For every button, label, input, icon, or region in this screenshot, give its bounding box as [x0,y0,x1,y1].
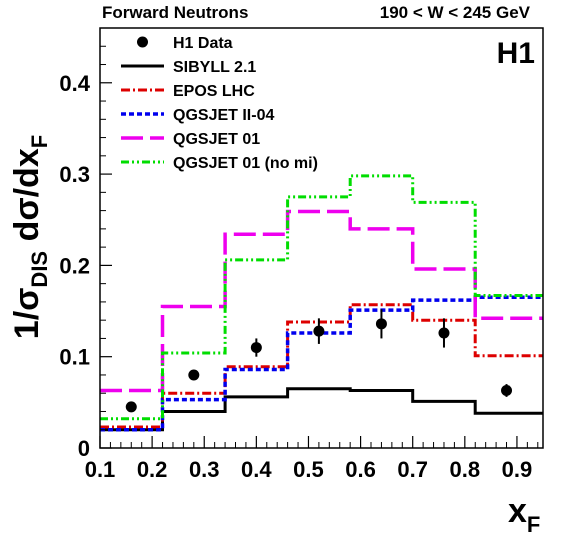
x-tick-label: 0.7 [397,457,428,482]
series-layer [100,174,543,432]
x-axis-title-sub: F [527,512,540,537]
x-tick-label: 0.2 [137,457,168,482]
series-sibyll-2-1 [100,387,543,432]
legend-entry-qgsjet-01: QGSJET 01 [121,131,260,148]
svg-text:H1 Data: H1 Data [173,35,233,52]
x-tick-label: 0.8 [450,457,481,482]
h1-logo: H1 [497,37,535,70]
x-tick-label: 0.6 [345,457,376,482]
y-tick-label: 0.2 [59,253,90,278]
data-point [250,338,262,357]
x-axis-title-main: x [508,492,527,530]
x-tick-label: 0.3 [189,457,220,482]
svg-text:SIBYLL 2.1: SIBYLL 2.1 [173,59,256,76]
svg-text:QGSJET II-04: QGSJET II-04 [173,107,274,124]
svg-text:EPOS LHC: EPOS LHC [173,83,255,100]
svg-text:QGSJET 01 (no mi): QGSJET 01 (no mi) [173,155,318,172]
data-point [313,318,325,344]
header-right: 190 < W < 245 GeV [380,3,531,22]
legend-entry-sibyll-2-1: SIBYLL 2.1 [121,59,256,76]
data-point [501,384,513,397]
x-tick-label: 0.4 [241,457,272,482]
x-tick-label: 0.9 [502,457,533,482]
x-tick-label: 0.5 [293,457,324,482]
data-point [125,401,137,413]
data-points-layer [125,309,513,413]
axis-layer: 0.1 0.2 0.3 0.4 0.5 0.6 0.7 0.8 0.900.10.20.30.4 [59,27,539,482]
data-point [375,309,387,339]
y-axis-title-p1: 1/σ [8,288,46,340]
series-qgsjet-01-no-mi [100,174,543,421]
y-axis-title-p2: dσ/dx [8,148,46,251]
legend-entry-qgsjet-01-no-mi: QGSJET 01 (no mi) [121,155,318,172]
y-tick-label: 0.3 [59,162,90,187]
legend-entry-h1-data: H1 Data [137,35,233,52]
y-axis-title-p1-sub: DIS [27,251,52,288]
header-left: Forward Neutrons [102,3,248,22]
legend-entry-qgsjet-ii-04: QGSJET II-04 [121,107,274,124]
y-axis-title-p2-sub: F [27,135,52,148]
svg-text:QGSJET 01: QGSJET 01 [173,131,260,148]
y-tick-label: 0.4 [59,71,90,96]
x-axis-title: xF [508,492,540,537]
y-tick-label: 0.1 [59,345,90,370]
data-point [438,318,450,348]
y-tick-label: 0 [78,436,90,461]
data-point [188,369,200,381]
y-axis-title: 1/σDIS dσ/dxF [8,135,52,339]
x-tick-label: 0.1 [85,457,116,482]
legend: H1 Data SIBYLL 2.1 EPOS LHC QGSJET II-04 QGS… [121,35,318,172]
legend-entry-epos-lhc: EPOS LHC [121,83,255,100]
plot-frame [99,27,544,449]
series-qgsjet-01 [100,209,543,393]
